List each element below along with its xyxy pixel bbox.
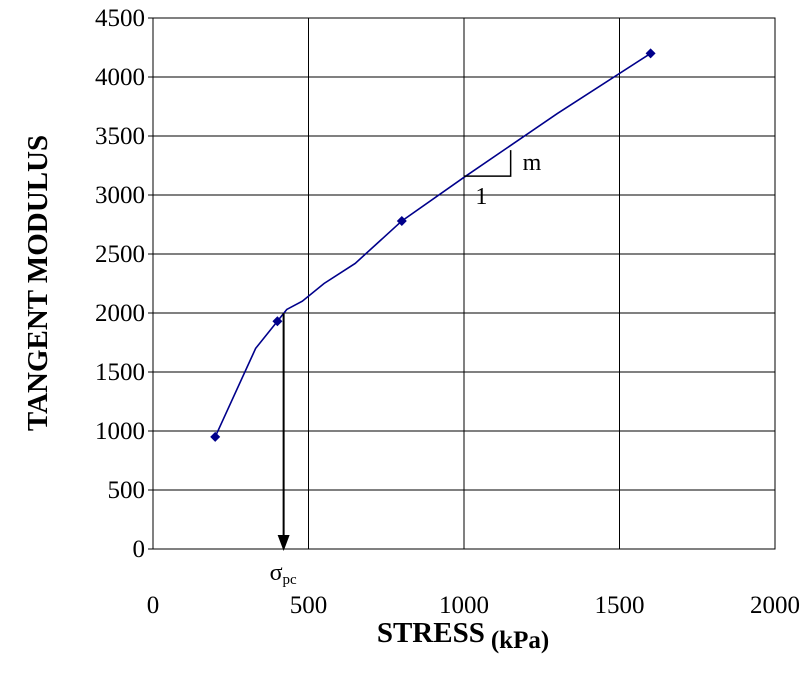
- y-axis-title: TANGENT MODULUS: [22, 135, 54, 431]
- y-tick-label-5: 2500: [95, 241, 145, 268]
- y-tick-label-4: 2000: [95, 300, 145, 327]
- y-tick-label-1: 500: [108, 477, 146, 504]
- x-axis-label: STRESS: [377, 617, 485, 649]
- y-tick-label-6: 3000: [95, 182, 145, 209]
- plot-border: [152, 17, 776, 550]
- slope-rise-label: m: [523, 150, 542, 176]
- sigma-subscript: pc: [283, 572, 298, 588]
- data-point-3: [645, 48, 656, 59]
- x-axis-title: STRESS (kPa): [377, 617, 549, 654]
- data-point-2: [396, 215, 407, 226]
- y-tick-label-0: 0: [133, 536, 146, 563]
- x-tick-label-2: 1000: [439, 592, 489, 619]
- y-tick-label-9: 4500: [95, 5, 145, 32]
- slope-triangle: [464, 150, 512, 177]
- x-tick-label-4: 2000: [750, 592, 800, 619]
- annotations: σpc m 1: [270, 150, 542, 588]
- y-tick-label-7: 3500: [95, 123, 145, 150]
- y-tick-label-3: 1500: [95, 359, 145, 386]
- sigma-pc-arrow-head: [277, 535, 290, 551]
- y-tick-label-8: 4000: [95, 64, 145, 91]
- series: [210, 48, 656, 442]
- data-point-0: [210, 431, 221, 442]
- x-tick-label-1: 500: [290, 592, 328, 619]
- sigma-pc-label: σpc: [270, 560, 297, 588]
- sigma-symbol: σ: [270, 560, 283, 586]
- x-axis-unit: (kPa): [491, 627, 549, 654]
- slope-run-label: 1: [475, 184, 487, 210]
- x-tick-label-3: 1500: [595, 592, 645, 619]
- y-tick-label-2: 1000: [95, 418, 145, 445]
- series-line-0: [214, 52, 652, 438]
- x-tick-label-0: 0: [147, 592, 160, 619]
- data-point-1: [272, 316, 283, 327]
- tick-labels: 0 500 1000 1500 2000 2500 3000 3500 4000 4500 0 500…: [95, 5, 800, 619]
